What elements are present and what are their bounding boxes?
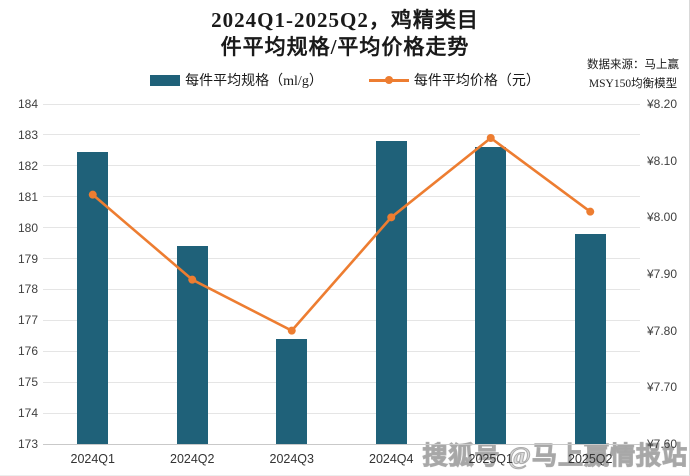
chart-title-line2: 件平均规格/平均价格走势 [220, 35, 470, 59]
gridline [43, 103, 640, 105]
bar-series-swatch-icon [150, 74, 181, 86]
left-axis-tick-label: 177 [17, 313, 38, 328]
left-axis-tick-label: 181 [17, 189, 38, 204]
bar-2024Q1 [77, 151, 109, 444]
gridline [43, 258, 640, 260]
left-axis-tick-label: 183 [17, 127, 38, 142]
gridline [43, 165, 640, 167]
gridline [43, 412, 640, 414]
data-source-note: 数据来源：马上赢 MSY150均衡模型 [587, 56, 679, 94]
right-axis-tick-label: ¥8.10 [647, 153, 678, 168]
chart-legend: 每件平均规格（ml/g） 每件平均价格（元） [0, 69, 689, 91]
right-axis-tick-label: ¥7.90 [647, 267, 678, 281]
left-axis-tick-label: 182 [17, 158, 38, 173]
left-axis-tick-label: 175 [17, 375, 38, 390]
gridline [43, 196, 640, 198]
bar-2025Q1 [475, 147, 507, 444]
gridline [43, 288, 640, 290]
gridline [43, 134, 640, 136]
gridline [43, 350, 640, 352]
x-axis-line [43, 443, 640, 445]
data-source-line2: MSY150均衡模型 [588, 78, 678, 90]
x-axis-label-2024Q2: 2024Q2 [170, 452, 215, 466]
bar-2024Q2 [176, 246, 208, 444]
left-axis-tick-label: 178 [17, 282, 38, 297]
x-axis-label-2024Q1: 2024Q1 [70, 452, 115, 466]
bar-2025Q2 [574, 233, 606, 444]
right-axis-tick-label: ¥8.00 [647, 210, 678, 225]
left-axis-tick-label: 180 [17, 220, 38, 235]
x-axis-label-2024Q4: 2024Q4 [369, 452, 414, 466]
bar-2024Q4 [375, 141, 407, 444]
x-axis-label-2025Q1: 2025Q1 [468, 452, 513, 466]
watermark: 搜狐号 @马上赢情报站 [422, 443, 688, 471]
legend-label-spec: 每件平均规格（ml/g） [185, 74, 323, 89]
data-source-line1: 数据来源：马上赢 [587, 59, 679, 71]
price-point-2025Q2 [586, 207, 595, 216]
legend-item-price: 每件平均价格（元） [368, 70, 540, 90]
chart-title: 2024Q1-2025Q2，鸡精类目 件平均规格/平均价格走势 [0, 7, 689, 61]
left-axis-tick-label: 174 [17, 406, 38, 421]
gridline [43, 381, 640, 383]
price-line [91, 136, 592, 333]
line-series-swatch-icon [368, 75, 409, 86]
right-axis-tick-label: ¥7.80 [647, 323, 678, 338]
chart-title-line1: 2024Q1-2025Q2，鸡精类目 [211, 8, 479, 32]
right-axis-tick-label: ¥7.70 [647, 380, 678, 395]
left-axis-tick-label: 179 [17, 251, 38, 266]
left-axis-tick-label: 176 [17, 344, 38, 359]
legend-label-price: 每件平均价格（元） [413, 74, 540, 89]
gridline [43, 227, 640, 229]
right-axis-tick-label: ¥8.20 [647, 97, 678, 111]
bar-2024Q3 [276, 338, 308, 444]
gridline [43, 319, 640, 321]
left-axis-tick-label: 173 [17, 437, 38, 451]
left-axis-tick-label: 184 [17, 97, 38, 111]
x-axis-label-2025Q2: 2025Q2 [568, 452, 613, 466]
price-point-2024Q3 [287, 326, 296, 335]
legend-item-spec: 每件平均规格（ml/g） [150, 70, 323, 90]
x-axis-label-2024Q3: 2024Q3 [269, 452, 314, 466]
right-axis-tick-label: ¥7.60 [647, 437, 678, 451]
